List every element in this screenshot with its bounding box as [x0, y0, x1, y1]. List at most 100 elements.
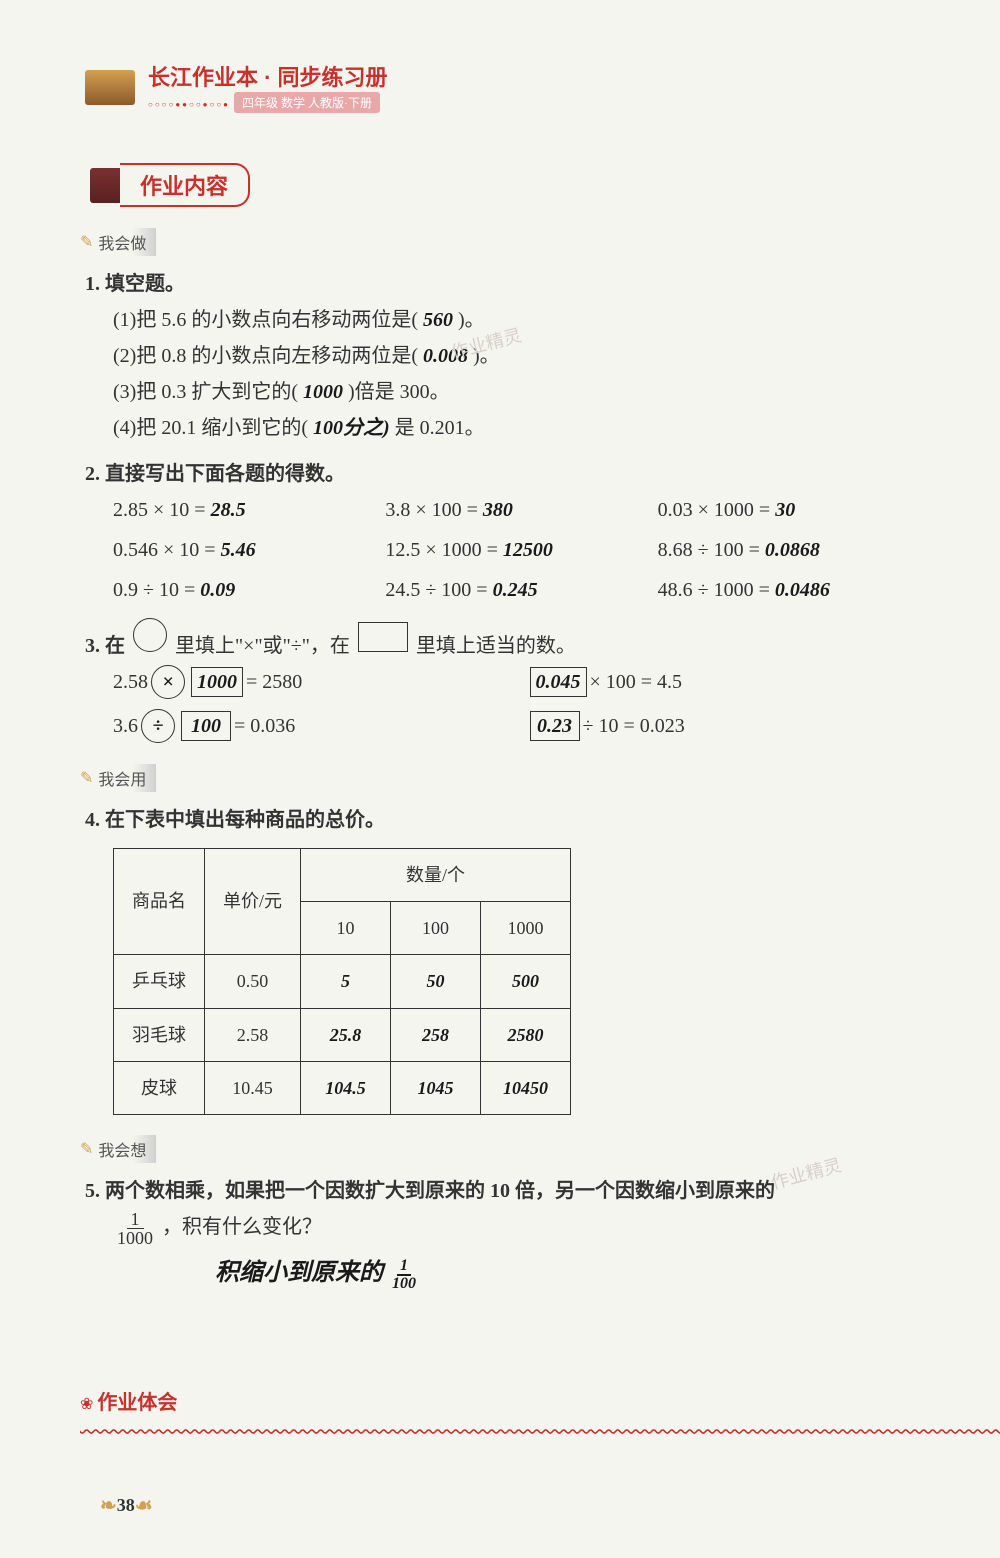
p3-e1-box: 1000: [191, 667, 243, 697]
p2-ans: 5.46: [221, 532, 256, 568]
leaf-left-icon: ❧: [100, 1493, 117, 1518]
p1-l3-post: )倍是 300。: [348, 381, 450, 403]
grade-label: 四年级 数学 人教版·下册: [234, 92, 380, 113]
pencil-icon: ✎: [80, 232, 93, 252]
p3-e3-mid: × 100 = 4.5: [590, 664, 683, 700]
hw-frac-num: 1: [397, 1258, 411, 1276]
p2-lhs: 0.03 × 1000 =: [658, 492, 771, 528]
problem-2-title: 2. 直接写出下面各题的得数。: [85, 456, 920, 492]
problem-3-title: 3. 在 里填上"×"或"÷"，在 里填上适当的数。: [85, 618, 920, 664]
hw-frac-den: 100: [389, 1276, 419, 1292]
problem-4: 4. 在下表中填出每种商品的总价。 商品名 单价/元 数量/个 10 100 1…: [85, 802, 920, 1116]
p3-e2-op: ÷: [141, 709, 175, 743]
p5-ans-pre: 积缩小到原来的: [215, 1260, 383, 1286]
th-qty: 数量/个: [301, 848, 571, 901]
p3-e3-box: 0.045: [530, 667, 587, 697]
page-number-badge: ❧ 38 ☙: [100, 1493, 920, 1518]
p3-eq3: 0.045 × 100 = 4.5: [527, 664, 921, 700]
frac-num: 1: [127, 1210, 144, 1229]
p2-eq: 8.68 ÷ 100 = 0.0868: [658, 532, 920, 568]
p2-eq: 0.03 × 1000 = 30: [658, 492, 920, 528]
p2-eq: 0.546 × 10 = 5.46: [113, 532, 375, 568]
box-blank-icon: [358, 622, 408, 652]
subsection-think-label: 我会想: [96, 1135, 156, 1163]
cell-price: 2.58: [205, 1008, 301, 1061]
cell-ans: 25.8: [301, 1008, 391, 1061]
cell-ans: 1045: [391, 1062, 481, 1115]
p2-ans: 380: [483, 492, 513, 528]
cell-ans: 104.5: [301, 1062, 391, 1115]
flower-icon: ❀: [80, 1396, 93, 1413]
circle-blank-icon: [133, 618, 167, 652]
p1-l1-post: )。: [458, 309, 485, 331]
p3-grid: 2.58 × 1000 = 2580 0.045 × 100 = 4.5 3.6…: [113, 664, 920, 744]
p2-lhs: 3.8 × 100 =: [385, 492, 478, 528]
p1-l4-pre: (4)把 20.1 缩小到它的(: [113, 417, 308, 439]
p3-e1-rhs: = 2580: [246, 664, 302, 700]
problem-3: 3. 在 里填上"×"或"÷"，在 里填上适当的数。 2.58 × 1000 =…: [85, 618, 920, 744]
subsection-think: ✎ 我会想: [80, 1135, 920, 1163]
cell-ans: 258: [391, 1008, 481, 1061]
p2-eq: 12.5 × 1000 = 12500: [385, 532, 647, 568]
p1-l2-pre: (2)把 0.8 的小数点向左移动两位是(: [113, 345, 418, 367]
pencil-icon: ✎: [80, 768, 93, 788]
p2-eq: 0.9 ÷ 10 = 0.09: [113, 572, 375, 608]
table-row: 羽毛球 2.58 25.8 258 2580: [114, 1008, 571, 1061]
p1-l4-ans: 100分之): [313, 417, 390, 439]
p2-lhs: 12.5 × 1000 =: [385, 532, 498, 568]
p3-eq2: 3.6 ÷ 100 = 0.036: [113, 708, 507, 744]
th-product: 商品名: [114, 848, 205, 955]
problem-4-title: 4. 在下表中填出每种商品的总价。: [85, 802, 920, 838]
p1-line4: (4)把 20.1 缩小到它的( 100分之) 是 0.201。: [113, 410, 920, 446]
p3-eq1: 2.58 × 1000 = 2580: [113, 664, 507, 700]
subsection-use-label: 我会用: [96, 764, 156, 792]
page-header: 长江作业本 · 同步练习册 ○○○○●●○○●○○● 四年级 数学 人教版·下册: [80, 60, 920, 113]
section-flag: 作业内容: [90, 163, 250, 207]
problem-2: 2. 直接写出下面各题的得数。 2.85 × 10 = 28.5 3.8 × 1…: [85, 456, 920, 608]
flag-icon: [90, 168, 120, 203]
footer-title: 作业体会: [97, 1392, 177, 1414]
problem-5: 5. 两个数相乘，如果把一个因数扩大到原来的 10 倍，另一个因数缩小到原来的 …: [85, 1173, 920, 1295]
section-title: 作业内容: [120, 163, 250, 207]
cell-name: 羽毛球: [114, 1008, 205, 1061]
p2-lhs: 0.9 ÷ 10 =: [113, 572, 195, 608]
p2-lhs: 2.85 × 10 =: [113, 492, 206, 528]
cell-name: 乒乓球: [114, 955, 205, 1008]
p5-post: ，积有什么变化？: [162, 1216, 322, 1238]
p1-l3-ans: 1000: [303, 381, 343, 403]
cell-ans: 2580: [481, 1008, 571, 1061]
leaf-right-icon: ☙: [135, 1493, 153, 1518]
p2-eq: 2.85 × 10 = 28.5: [113, 492, 375, 528]
pencil-icon: ✎: [80, 1139, 93, 1159]
p2-lhs: 8.68 ÷ 100 =: [658, 532, 760, 568]
p2-ans: 0.0868: [765, 532, 820, 568]
p2-lhs: 0.546 × 10 =: [113, 532, 216, 568]
th-q1000: 1000: [481, 901, 571, 954]
table-row: 皮球 10.45 104.5 1045 10450: [114, 1062, 571, 1115]
table-row: 乒乓球 0.50 5 50 500: [114, 955, 571, 1008]
p3-t-mid: 里填上"×"或"÷"，在: [175, 635, 350, 657]
p1-l1-ans: 560: [423, 309, 453, 331]
price-table: 商品名 单价/元 数量/个 10 100 1000 乒乓球 0.50 5 50 …: [113, 848, 571, 1116]
cell-price: 0.50: [205, 955, 301, 1008]
p2-eq: 24.5 ÷ 100 = 0.245: [385, 572, 647, 608]
p2-grid: 2.85 × 10 = 28.5 3.8 × 100 = 380 0.03 × …: [113, 492, 920, 608]
p3-e4-mid: ÷ 10 = 0.023: [583, 708, 685, 744]
th-q100: 100: [391, 901, 481, 954]
p3-t-post: 里填上适当的数。: [416, 635, 576, 657]
frac-den: 1000: [113, 1229, 157, 1247]
cell-price: 10.45: [205, 1062, 301, 1115]
p5-line2: 1 1000 ，积有什么变化？: [113, 1209, 920, 1247]
p2-ans: 28.5: [211, 492, 246, 528]
wavy-line-icon: ~~~~~~~~~~~~~~~~~~~~~~~~~~~~~~~~~~~~~~~~…: [80, 1415, 1000, 1432]
p5-answer: 积缩小到原来的 1 100: [215, 1252, 920, 1295]
p1-line3: (3)把 0.3 扩大到它的( 1000 )倍是 300。: [113, 374, 920, 410]
p2-lhs: 48.6 ÷ 1000 =: [658, 572, 770, 608]
p3-e2-rhs: = 0.036: [234, 708, 295, 744]
problem-1-title: 1. 填空题。: [85, 266, 920, 302]
hw-fraction-icon: 1 100: [389, 1258, 419, 1292]
cell-ans: 5: [301, 955, 391, 1008]
th-price: 单价/元: [205, 848, 301, 955]
footer-section: ❀ 作业体会 ~~~~~~~~~~~~~~~~~~~~~~~~~~~~~~~~~…: [80, 1386, 920, 1433]
p2-eq: 48.6 ÷ 1000 = 0.0486: [658, 572, 920, 608]
